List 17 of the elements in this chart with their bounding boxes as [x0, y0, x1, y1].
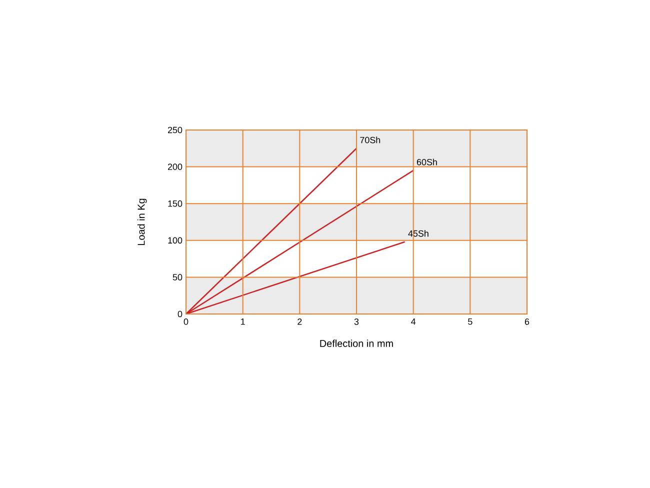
series-label: 60Sh [416, 158, 437, 166]
x-tick-label: 1 [241, 318, 245, 325]
x-tick-label: 2 [298, 318, 302, 325]
y-tick-label: 100 [168, 237, 182, 244]
series-label: 70Sh [360, 136, 380, 144]
y-axis-title: Load in Kg [137, 198, 147, 246]
x-tick-label: 3 [354, 318, 359, 325]
x-tick-label: 4 [411, 318, 416, 325]
x-tick-label: 0 [184, 318, 188, 325]
x-tick-label: 5 [468, 318, 472, 325]
y-tick-label: 0 [178, 310, 182, 318]
y-tick-label: 250 [168, 126, 182, 134]
y-tick-label: 50 [172, 274, 182, 280]
x-axis-title: Deflection in mm [320, 340, 393, 347]
y-tick-label: 200 [168, 164, 182, 170]
x-tick-label: 6 [524, 318, 530, 325]
y-tick-label: 150 [168, 200, 182, 207]
